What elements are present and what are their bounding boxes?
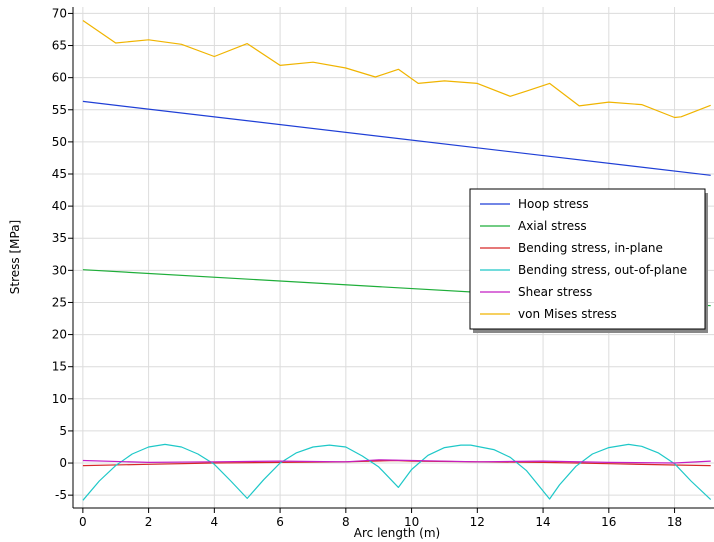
series-line (82, 20, 711, 119)
x-tick-label: 8 (342, 515, 350, 529)
y-tick-label: 35 (52, 231, 67, 245)
y-tick-label: 20 (52, 328, 67, 342)
legend-label: Bending stress, in-plane (518, 241, 663, 255)
x-tick-label: 10 (404, 515, 419, 529)
y-tick-label: 60 (52, 71, 67, 85)
legend-label: Axial stress (518, 219, 587, 233)
y-tick-label: 40 (52, 199, 67, 213)
y-tick-label: 5 (59, 424, 67, 438)
series-line (82, 459, 711, 464)
y-axis-title: Stress [MPa] (8, 220, 22, 294)
y-tick-label: 45 (52, 167, 67, 181)
y-tick-label: 70 (52, 6, 67, 20)
x-tick-label: 0 (79, 515, 87, 529)
x-tick-label: 6 (276, 515, 284, 529)
series-lines (82, 20, 712, 501)
y-tick-label: 55 (52, 103, 67, 117)
x-tick-label: 16 (601, 515, 616, 529)
y-tick-label: 15 (52, 360, 67, 374)
y-tick-label: 0 (59, 456, 67, 470)
x-axis-title: Arc length (m) (354, 526, 440, 540)
x-tick-label: 14 (535, 515, 550, 529)
y-tick-label: 30 (52, 263, 67, 277)
grid-lines (73, 7, 714, 508)
x-tick-label: 4 (211, 515, 219, 529)
x-tick-label: 18 (667, 515, 682, 529)
legend-label: Shear stress (518, 285, 592, 299)
series-line (82, 100, 711, 176)
y-tick-label: -5 (55, 488, 67, 502)
y-tick-label: 50 (52, 135, 67, 149)
x-tick-label: 12 (470, 515, 485, 529)
series-line (82, 443, 712, 501)
legend: Hoop stress Axial stress Bending stress, i… (469, 188, 708, 333)
x-tick-label: 2 (145, 515, 153, 529)
legend-label: Bending stress, out-of-plane (518, 263, 687, 277)
y-tick-label: 10 (52, 392, 67, 406)
y-tick-label: 25 (52, 295, 67, 309)
legend-label: von Mises stress (518, 307, 617, 321)
legend-box (469, 188, 706, 330)
y-tick-label: 65 (52, 39, 67, 53)
y-axis-ticks: -5 0 5 10 15 20 25 30 35 40 45 50 55 60 65 70 (52, 6, 73, 502)
axes (72, 7, 714, 509)
x-axis-ticks: 0 2 4 6 8 10 12 14 16 18 (79, 508, 682, 529)
legend-label: Hoop stress (518, 197, 589, 211)
